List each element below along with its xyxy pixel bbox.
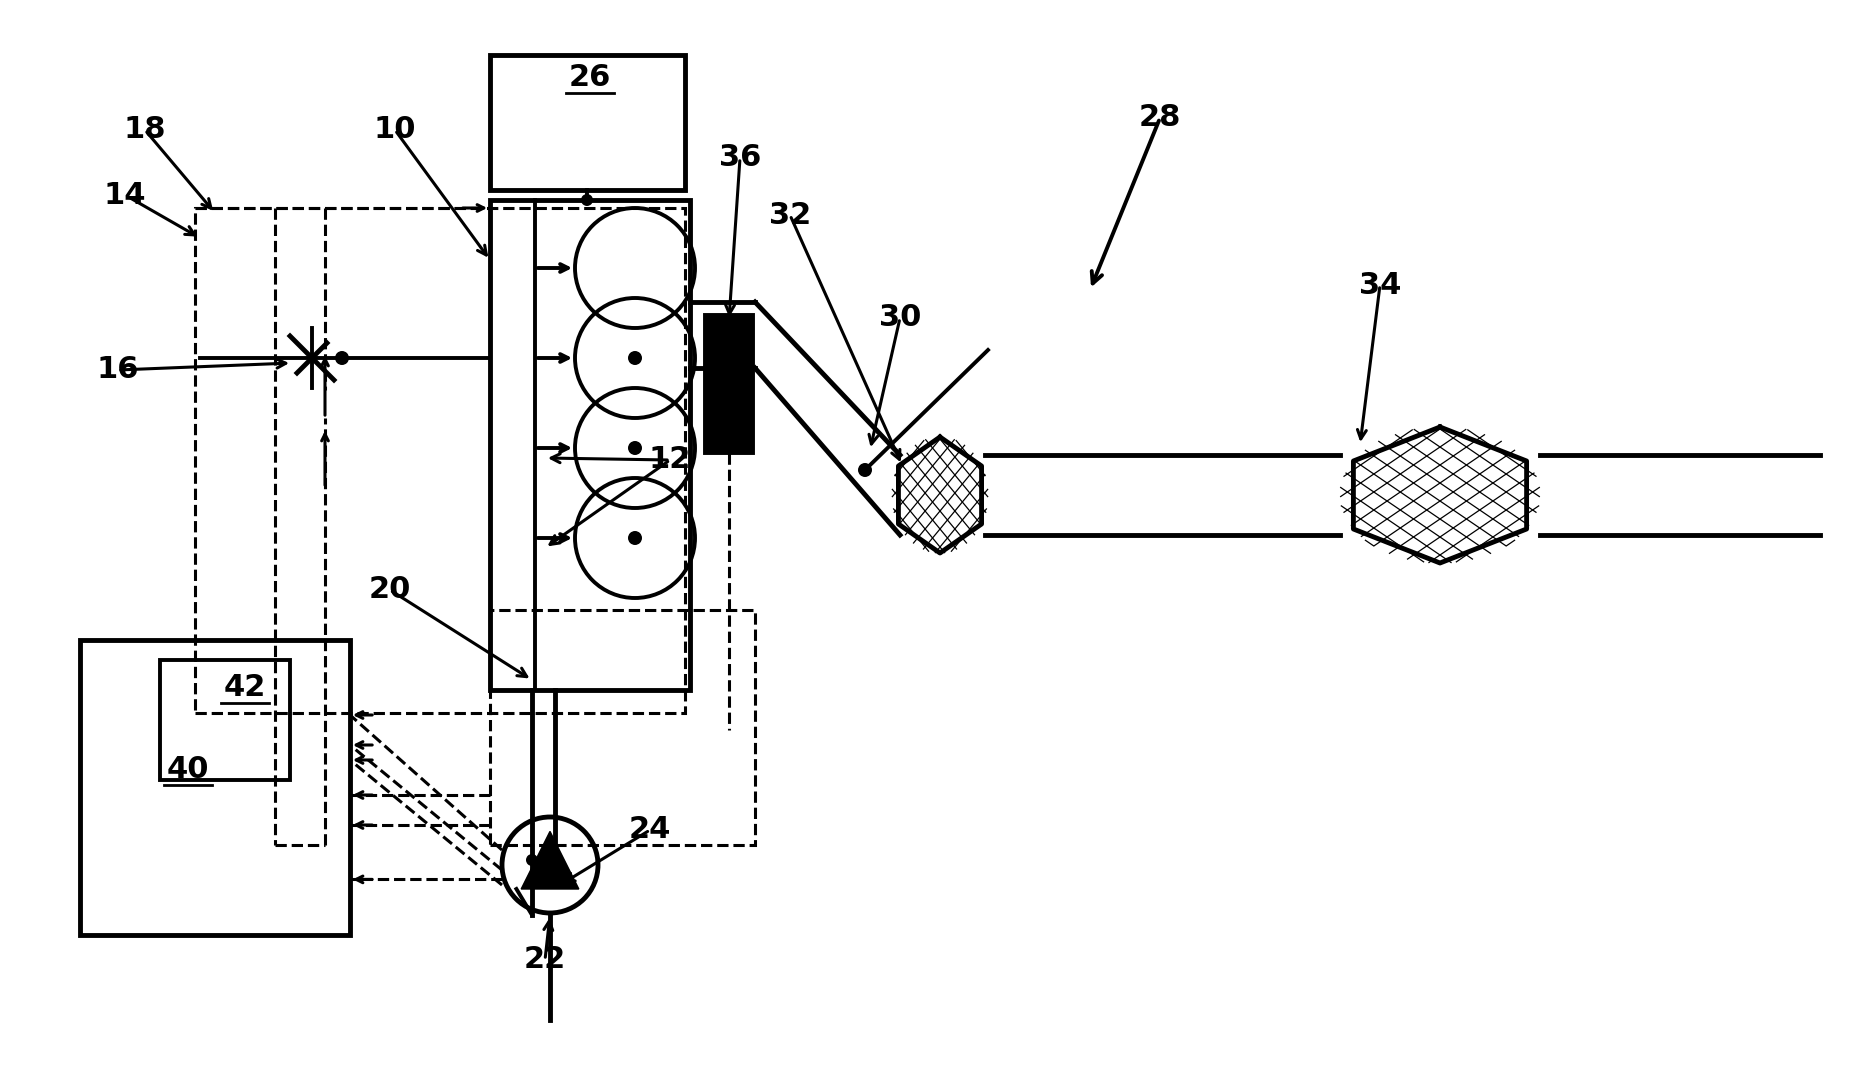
Bar (160, 660, 289, 780)
Bar (705, 315, 753, 453)
Text: 34: 34 (1360, 270, 1401, 299)
Text: 14: 14 (104, 180, 147, 209)
Text: 22: 22 (523, 946, 566, 974)
Circle shape (527, 854, 538, 866)
Bar (80, 640, 351, 935)
Text: 26: 26 (569, 63, 610, 92)
Bar (490, 55, 684, 190)
Bar (490, 200, 690, 690)
Circle shape (549, 859, 560, 870)
Circle shape (859, 463, 872, 477)
Polygon shape (1354, 427, 1527, 563)
Text: 16: 16 (96, 356, 139, 385)
Bar (195, 208, 684, 713)
Text: 30: 30 (879, 303, 922, 332)
Text: 20: 20 (369, 576, 412, 605)
Text: 18: 18 (124, 116, 167, 145)
Text: 42: 42 (224, 673, 265, 702)
Polygon shape (898, 437, 981, 553)
Text: 10: 10 (373, 116, 416, 145)
Circle shape (336, 351, 349, 364)
Text: 28: 28 (1139, 104, 1182, 133)
Bar (490, 610, 755, 845)
Polygon shape (521, 832, 579, 889)
Circle shape (581, 194, 594, 206)
Text: 36: 36 (720, 144, 761, 173)
Text: 40: 40 (167, 756, 210, 785)
Circle shape (629, 351, 642, 364)
Circle shape (629, 531, 642, 545)
Text: 32: 32 (768, 200, 811, 229)
Text: 12: 12 (649, 446, 692, 475)
Circle shape (629, 441, 642, 455)
Text: 24: 24 (629, 816, 672, 845)
